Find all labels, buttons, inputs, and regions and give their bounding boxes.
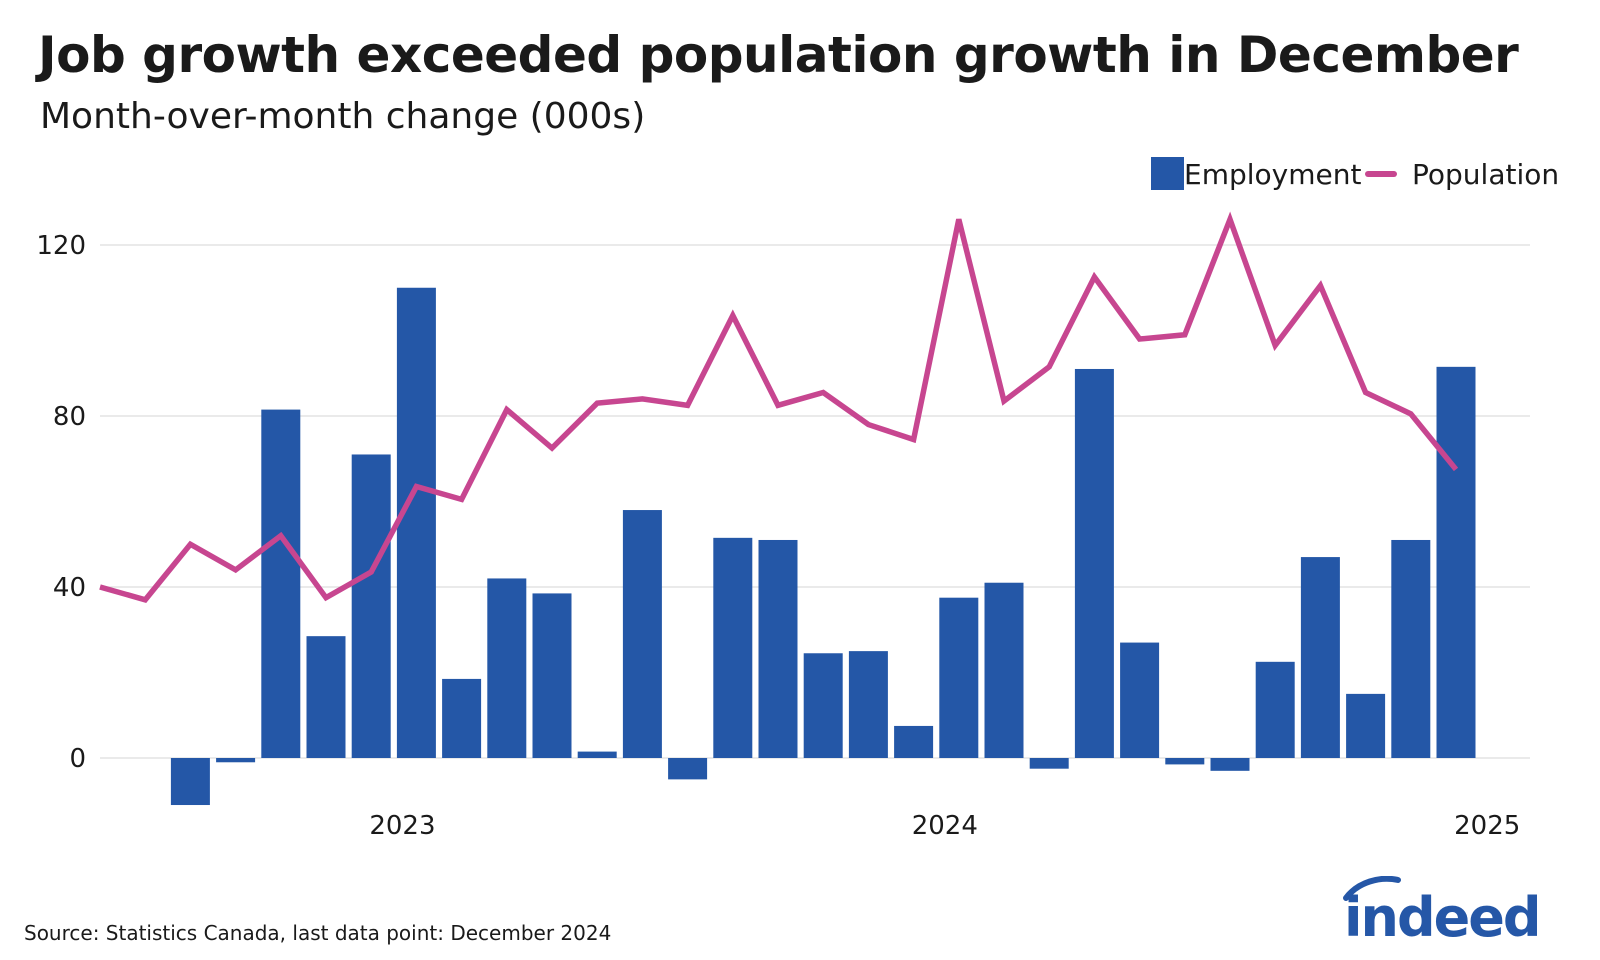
employment-bar: [1436, 366, 1476, 758]
chart-subtitle: Month-over-month change (000s): [40, 96, 646, 137]
legend-label-employment: Employment: [1184, 158, 1361, 191]
y-tick-label: 40: [53, 573, 86, 603]
employment-bar: [1346, 693, 1386, 758]
indeed-logo-text: indeed: [1344, 886, 1540, 942]
employment-bar: [396, 287, 436, 758]
source-note: Source: Statistics Canada, last data poi…: [24, 921, 612, 945]
employment-bar: [577, 751, 617, 758]
employment-bar: [487, 578, 527, 758]
employment-bar: [668, 758, 708, 780]
employment-bar: [216, 758, 256, 763]
employment-bar: [1074, 368, 1114, 758]
employment-bar: [894, 725, 934, 758]
indeed-logo: indeed: [1343, 876, 1542, 942]
chart-title: Job growth exceeded population growth in…: [38, 26, 1519, 84]
legend: Employment Population: [1151, 157, 1559, 191]
employment-bar: [532, 593, 572, 758]
y-tick-label: 0: [69, 744, 86, 774]
employment-bar: [848, 651, 888, 758]
y-tick-label: 120: [36, 231, 86, 261]
y-tick-label: 80: [53, 402, 86, 432]
employment-bar: [1391, 539, 1431, 758]
employment-bar: [261, 409, 301, 758]
x-tick-label: 2024: [912, 811, 978, 841]
employment-bar: [1210, 758, 1250, 771]
x-axis: 2023 2024 2025: [369, 811, 1520, 841]
employment-bar: [984, 582, 1024, 758]
employment-bar: [758, 539, 798, 758]
employment-bar: [622, 510, 662, 758]
legend-swatch-employment: [1151, 157, 1184, 190]
employment-bar: [1165, 758, 1205, 765]
x-tick-label: 2023: [369, 811, 435, 841]
employment-bar: [713, 537, 753, 758]
population-line-layer: [99, 211, 1459, 603]
employment-bar: [442, 678, 482, 758]
employment-bars: [170, 287, 1476, 806]
indeed-logo-arc: [1343, 876, 1401, 901]
employment-bar: [170, 758, 210, 806]
employment-bar: [1120, 642, 1160, 758]
employment-bar: [351, 454, 391, 758]
x-tick-label: 2025: [1454, 811, 1520, 841]
employment-bar: [939, 597, 979, 758]
population-line: [99, 211, 1459, 603]
employment-bar: [1029, 758, 1069, 769]
employment-bar: [1255, 661, 1295, 758]
employment-bar: [306, 636, 346, 758]
employment-bar: [803, 653, 843, 758]
y-axis: 0 40 80 120: [36, 231, 86, 774]
employment-bar: [1300, 557, 1340, 758]
legend-label-population: Population: [1412, 158, 1559, 191]
